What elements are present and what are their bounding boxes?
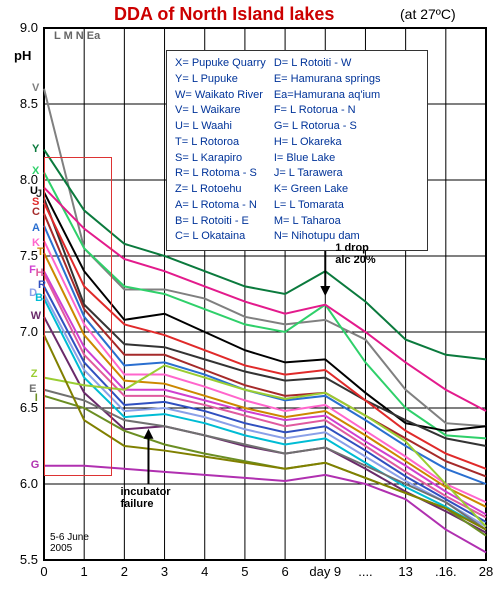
x-tick-label: 1 [64,564,104,579]
x-tick-label: 13 [386,564,426,579]
x-tick-label: day 9 [305,564,345,579]
x-tick-label: 3 [145,564,185,579]
series-label-I: I [35,392,38,404]
incubator-line2: failure [120,498,153,510]
series-label-V: V [32,82,39,94]
legend-cell: R= L Rotoma - S [175,167,272,181]
x-tick-label: .... [345,564,385,579]
incubator-line1: incubator [120,486,170,498]
series-label-R: R [38,279,46,291]
top-letters: L M N Ea [54,30,100,42]
series-label-X: X [32,165,39,177]
legend-cell: T= L Rotoroa [175,136,272,150]
incubator-annotation: incubator failure [120,486,170,510]
alc-line2: alc 20% [335,254,375,266]
alc-annotation: 1 drop alc 20% [335,242,375,266]
legend-box: X= Pupuke QuarryD= L Rotoiti - WY= L Pup… [166,50,428,251]
x-tick-label: 6 [265,564,305,579]
x-tick-label: 5 [225,564,265,579]
legend-cell: U= L Waahi [175,120,272,134]
series-label-C: C [32,206,40,218]
legend-cell: D= L Rotoiti - W [274,57,387,71]
x-tick-label: 2 [104,564,144,579]
x-tick-label: 28 [466,564,500,579]
series-label-T: T [37,246,44,258]
series-label-Z: Z [31,368,38,380]
alc-line1: 1 drop [335,242,375,254]
legend-cell: C= L Okataina [175,230,272,244]
x-tick-label: 0 [24,564,64,579]
x-tick-label: .16. [426,564,466,579]
legend-cell: V= L Waikare [175,104,272,118]
chart-container: DDA of North Island lakes (at 27ºC) pH L… [0,0,500,590]
legend-cell: A= L Rotoma - N [175,199,272,213]
legend-cell: F= L Rotorua - N [274,104,387,118]
legend-cell: H= L Okareka [274,136,387,150]
series-label-G: G [31,459,40,471]
legend-cell: M= L Taharoa [274,215,387,229]
series-label-Y: Y [32,143,39,155]
legend-cell: K= Green Lake [274,183,387,197]
series-G [44,466,486,553]
legend-cell: I= Blue Lake [274,152,387,166]
y-tick-label: 6.5 [8,400,38,415]
series-label-B: B [35,292,43,304]
y-tick-label: 6.0 [8,476,38,491]
y-tick-label: 7.5 [8,248,38,263]
legend-cell: Y= L Pupuke [175,73,272,87]
series-label-A: A [32,222,40,234]
chart-title: DDA of North Island lakes [114,4,334,25]
legend-cell: X= Pupuke Quarry [175,57,272,71]
legend-cell: J= L Tarawera [274,167,387,181]
legend-cell: G= L Rotorua - S [274,120,387,134]
x-tick-label: 4 [185,564,225,579]
y-axis-label: pH [14,48,31,63]
y-tick-label: 9.0 [8,20,38,35]
y-tick-label: 8.5 [8,96,38,111]
legend-cell: B= L Rotoiti - E [175,215,272,229]
chart-subtitle: (at 27ºC) [400,6,456,22]
date-annotation: 5-6 June 2005 [50,532,89,554]
series-label-H: H [36,267,44,279]
legend-cell: L= L Tomarata [274,199,387,213]
legend-cell: Z= L Rotoehu [175,183,272,197]
legend-cell: W= Waikato River [175,89,272,103]
legend-table: X= Pupuke QuarryD= L Rotoiti - WY= L Pup… [173,55,389,246]
series-label-W: W [31,310,41,322]
y-tick-label: 7.0 [8,324,38,339]
legend-cell: E= Hamurana springs [274,73,387,87]
legend-cell: S= L Karapiro [175,152,272,166]
legend-cell: Ea=Hamurana aq'ium [274,89,387,103]
